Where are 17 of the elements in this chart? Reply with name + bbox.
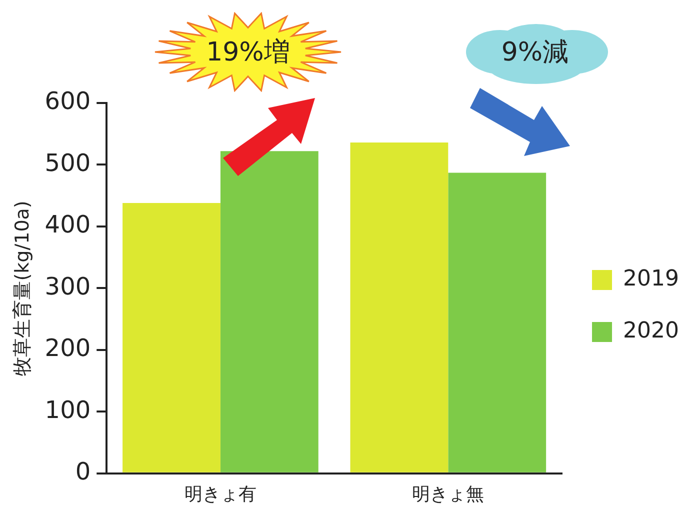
y-tick-label: 300 [44,272,91,300]
y-tick-label: 100 [44,396,91,424]
bar [350,142,448,472]
legend-label: 2020 [623,318,680,344]
x-tick-label: 明きょ有 [184,484,256,505]
bar [122,203,220,472]
text: 19%増 [206,36,290,70]
text: 9%減 [501,36,569,70]
legend-label: 2019 [623,266,680,292]
y-tick-label: 0 [75,458,91,486]
y-axis-title: 牧草生育量(kg/10a) [11,200,34,376]
x-tick-label: 明きょ無 [412,484,484,505]
y-tick-label: 500 [44,148,91,177]
y-tick-label: 400 [44,210,91,239]
y-tick-label: 600 [44,87,91,116]
y-tick-label: 200 [44,334,91,362]
bar [448,172,546,472]
